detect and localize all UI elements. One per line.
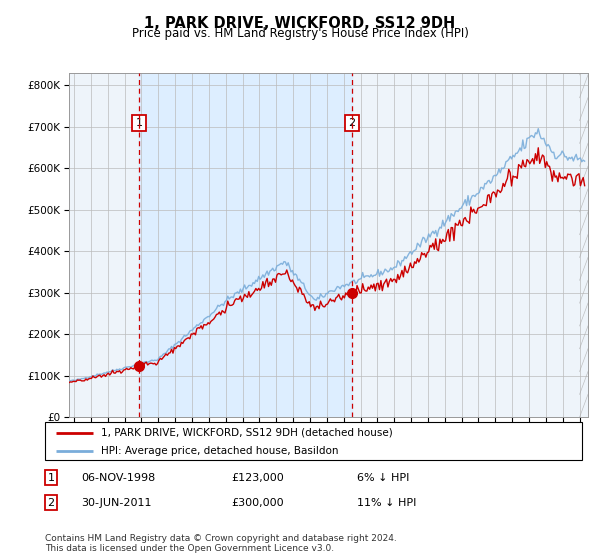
FancyBboxPatch shape xyxy=(45,422,582,460)
Text: 1: 1 xyxy=(47,473,55,483)
Text: Contains HM Land Registry data © Crown copyright and database right 2024.
This d: Contains HM Land Registry data © Crown c… xyxy=(45,534,397,553)
Text: 11% ↓ HPI: 11% ↓ HPI xyxy=(357,498,416,508)
Text: 2: 2 xyxy=(47,498,55,508)
Text: £300,000: £300,000 xyxy=(231,498,284,508)
Text: 1: 1 xyxy=(136,118,142,128)
Text: 1, PARK DRIVE, WICKFORD, SS12 9DH: 1, PARK DRIVE, WICKFORD, SS12 9DH xyxy=(145,16,455,31)
Bar xyxy=(139,73,352,417)
Text: Price paid vs. HM Land Registry's House Price Index (HPI): Price paid vs. HM Land Registry's House … xyxy=(131,27,469,40)
Text: 30-JUN-2011: 30-JUN-2011 xyxy=(81,498,151,508)
Text: 06-NOV-1998: 06-NOV-1998 xyxy=(81,473,155,483)
Text: £123,000: £123,000 xyxy=(231,473,284,483)
Bar xyxy=(580,73,588,417)
Text: HPI: Average price, detached house, Basildon: HPI: Average price, detached house, Basi… xyxy=(101,446,339,456)
Text: 2: 2 xyxy=(349,118,356,128)
Text: 1, PARK DRIVE, WICKFORD, SS12 9DH (detached house): 1, PARK DRIVE, WICKFORD, SS12 9DH (detac… xyxy=(101,428,393,438)
Text: 6% ↓ HPI: 6% ↓ HPI xyxy=(357,473,409,483)
